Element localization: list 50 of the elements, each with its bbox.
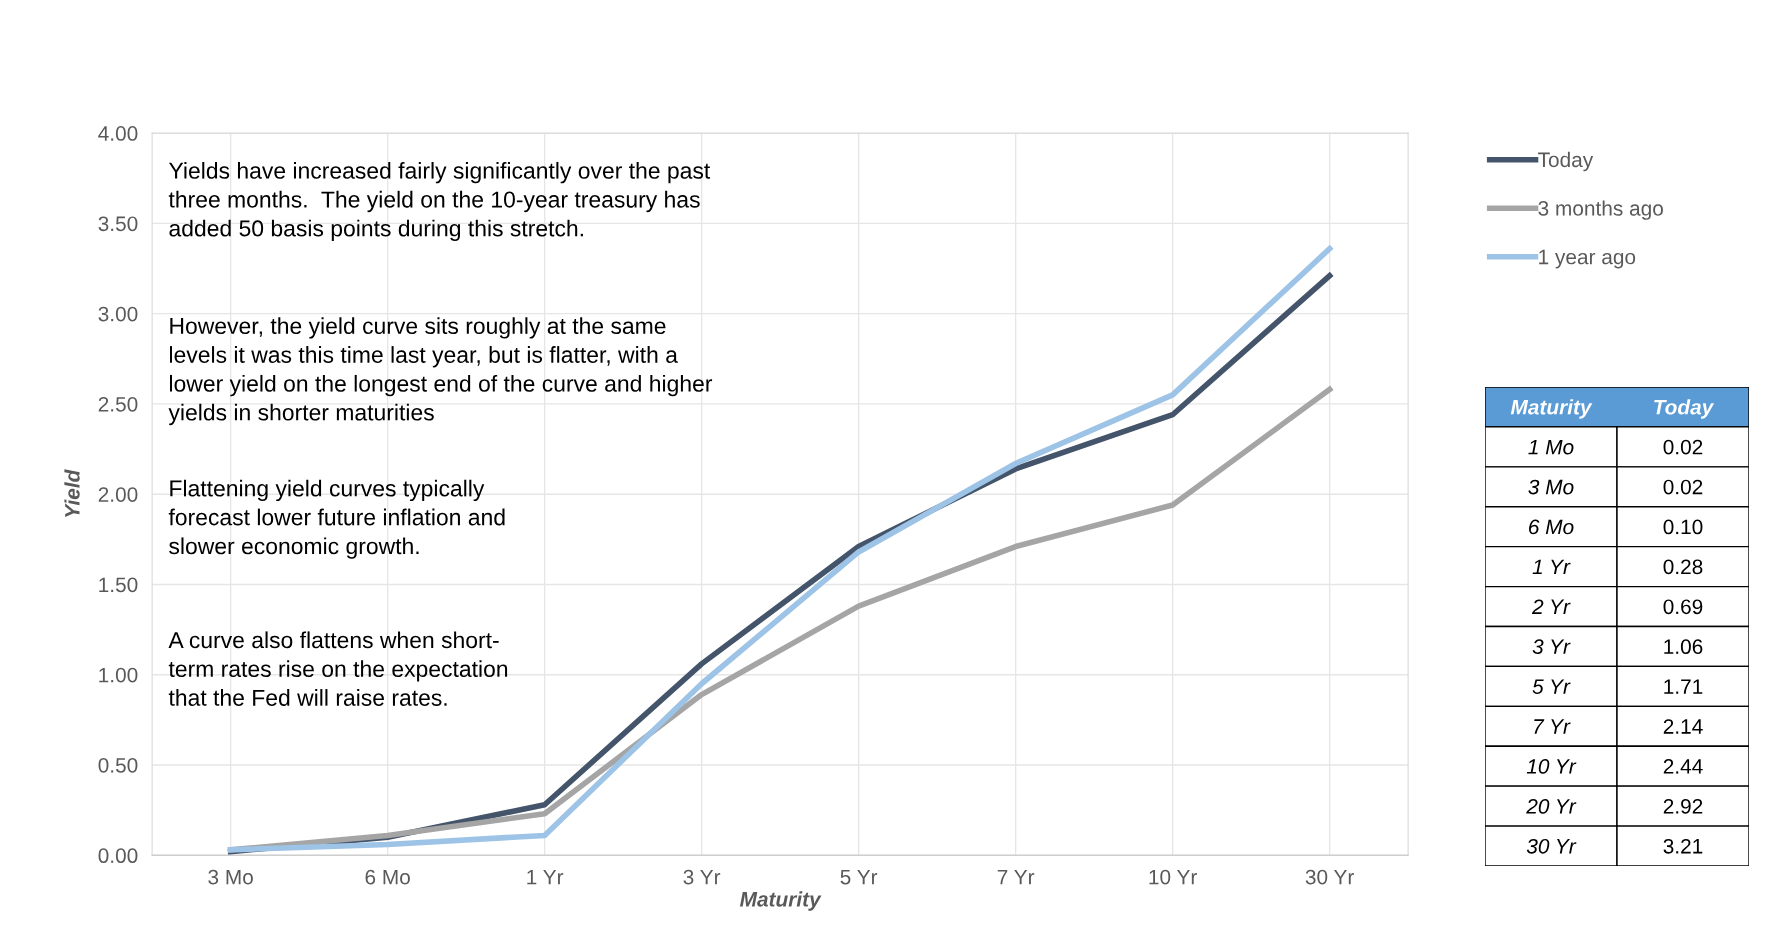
y-tick-label: 2.00 <box>98 487 138 502</box>
category-label: 30 Yr <box>1526 838 1577 854</box>
annotation: Yields have increased fairly significantly over the past three months. The yield on the 10-year treasury has added 50 basis points during this stretch. <box>168 161 711 242</box>
data-label: 1.71 <box>1664 679 1703 694</box>
x-tick-label: 30 Yr <box>1305 869 1354 885</box>
category-label: 10 Yr <box>1526 759 1577 774</box>
data-label: 3.21 <box>1663 838 1703 854</box>
category-label: 1 Mo <box>1528 439 1574 455</box>
x-tick-label: 1 Yr <box>527 869 564 885</box>
x-tick-label: 5 Yr <box>840 869 878 885</box>
category-label: 20 Yr <box>1526 798 1577 814</box>
data-label: 0.02 <box>1663 439 1703 455</box>
data-label: 2.14 <box>1663 719 1703 734</box>
y-axis-title: Yield <box>64 469 80 517</box>
x-tick-label: 7 Yr <box>997 869 1035 885</box>
data-label: 2.92 <box>1663 798 1703 814</box>
series-label: Today <box>1654 399 1715 419</box>
data-label: 1.06 <box>1664 639 1703 655</box>
data-label: 0.28 <box>1663 559 1703 575</box>
annotation: Flattening yield curves typically forecast lower future inflation and slower economic growth. <box>168 479 505 559</box>
data-label: 0.02 <box>1663 479 1703 495</box>
x-tick-label: 3 Yr <box>683 869 721 885</box>
y-tick-label: 4.00 <box>98 126 138 141</box>
legend-label: 3 months ago <box>1538 200 1663 220</box>
category-label: 3 Yr <box>1532 639 1571 655</box>
y-tick-label: 3.50 <box>98 216 138 232</box>
category-label: 1 Yr <box>1532 559 1571 575</box>
category-label: 6 Mo <box>1529 519 1574 535</box>
text: Maturity <box>1510 399 1593 419</box>
legend-label: 1 year ago <box>1539 249 1636 269</box>
y-tick-label: 0.50 <box>98 758 138 773</box>
category-label: 5 Yr <box>1532 679 1571 694</box>
y-tick-label: 3.00 <box>98 306 138 322</box>
data-label: 2.44 <box>1663 759 1703 774</box>
x-tick-label: 3 Mo <box>208 869 253 885</box>
annotation: However, the yield curve sits roughly at the same levels it was this time last year, but is flatter, with a lower yield on the longest end of the curve and higher yields in shorter maturities <box>168 317 713 426</box>
category-label: 3 Mo <box>1528 479 1574 495</box>
y-tick-label: 1.00 <box>99 667 138 683</box>
category-label: 2 Yr <box>1531 599 1571 614</box>
y-tick-label: 2.50 <box>98 396 138 412</box>
data-label: 0.69 <box>1663 599 1703 615</box>
legend-label: Today <box>1538 151 1594 172</box>
y-tick-label: 0.00 <box>98 848 138 864</box>
x-axis-title: Maturity <box>739 891 822 911</box>
annotation: A curve also flattens when short- term rates rise on the expectation that the Fed will raise rates. <box>168 631 508 706</box>
x-tick-label: 10 Yr <box>1149 869 1197 885</box>
category-label: 7 Yr <box>1534 719 1571 734</box>
y-tick-label: 1.50 <box>99 577 138 593</box>
data-label: 0.10 <box>1663 519 1703 535</box>
x-tick-label: 6 Mo <box>365 869 410 885</box>
